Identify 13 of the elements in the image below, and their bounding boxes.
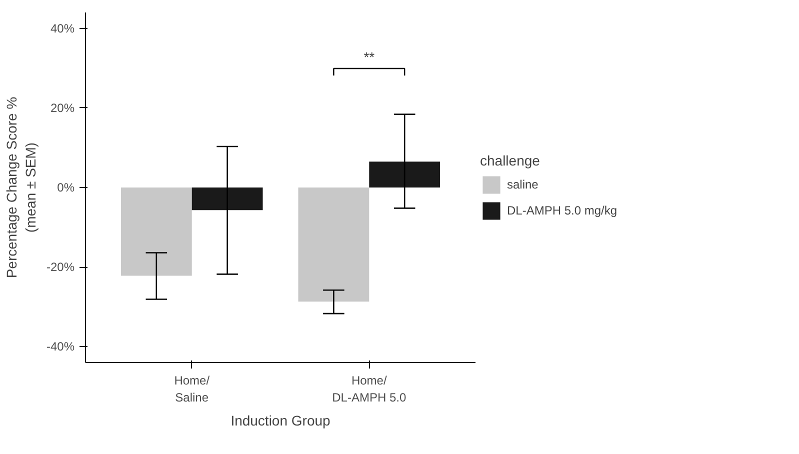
x-tick-label: Home/ DL-AMPH 5.0 <box>332 374 406 404</box>
x-axis-title: Induction Group <box>230 412 331 428</box>
y-axis-title: Percentage Change Score % (mean ± SEM) <box>3 96 38 278</box>
x-tick-label: Home/ Saline <box>174 374 210 404</box>
y-tick-label: 0% <box>57 180 75 194</box>
y-tick-label: -20% <box>46 260 75 274</box>
legend-label: saline <box>507 178 538 192</box>
y-tick-label: 40% <box>50 21 75 36</box>
annotation: ** <box>364 49 376 65</box>
legend-title: challenge <box>480 152 541 168</box>
legend-label: DL-AMPH 5.0 mg/kg <box>507 204 618 218</box>
y-tick-label: -40% <box>46 340 75 354</box>
y-tick-label: 20% <box>50 100 75 115</box>
